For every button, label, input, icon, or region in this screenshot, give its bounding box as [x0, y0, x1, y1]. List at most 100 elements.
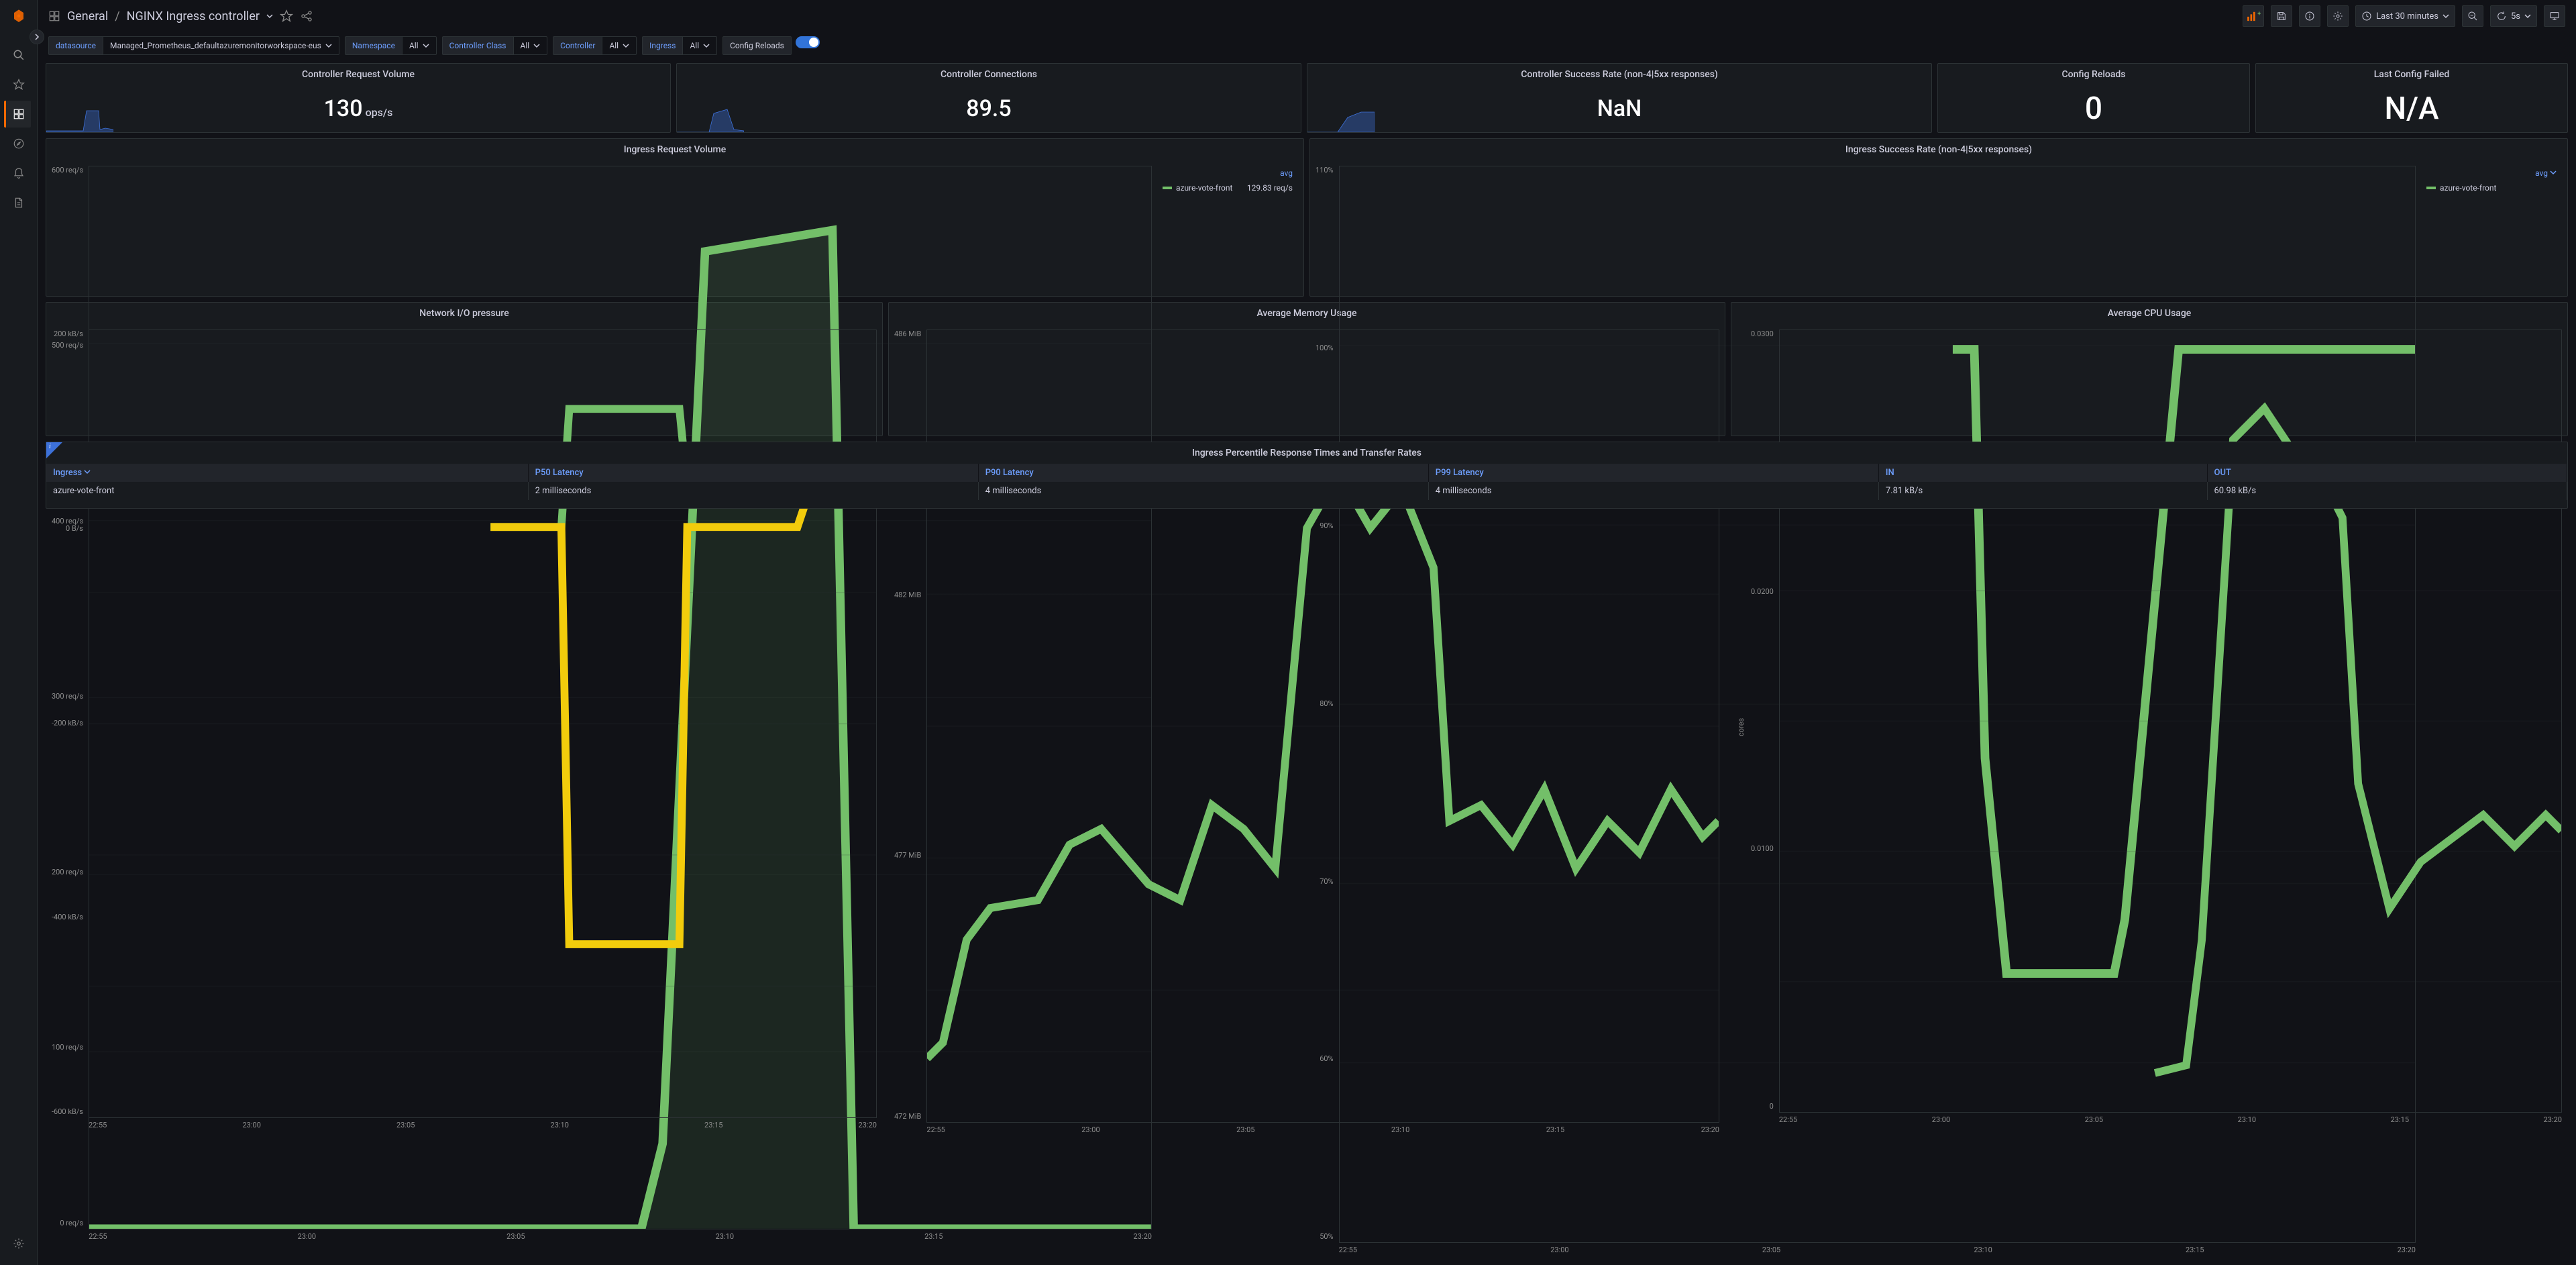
table-cell: 60.98 kB/s — [2207, 482, 2567, 500]
panel-last-failed: Last Config Failed N/A — [2255, 63, 2568, 133]
breadcrumb-sep: / — [115, 9, 119, 23]
refresh-interval: 5s — [2511, 11, 2520, 21]
dashboard-icon — [13, 108, 25, 120]
x-axis: 22:5523:0023:0523:1023:1523:20 — [89, 1229, 1152, 1241]
sparkline — [1307, 105, 1375, 132]
sidebar-item-starred[interactable] — [5, 71, 32, 98]
tv-mode-button[interactable] — [2544, 5, 2565, 27]
table-column-header[interactable]: IN — [1878, 464, 2207, 482]
save-icon — [2276, 11, 2287, 21]
grafana-logo[interactable] — [9, 8, 28, 27]
config-reloads-toggle[interactable] — [796, 36, 820, 48]
var-controller-label: Controller — [553, 36, 602, 55]
search-icon — [13, 49, 25, 61]
table-cell: 4 milliseconds — [978, 482, 1428, 500]
add-panel-button[interactable]: + — [2243, 5, 2264, 27]
chevron-down-icon — [325, 42, 332, 49]
monitor-icon — [2549, 11, 2560, 21]
time-picker[interactable]: Last 30 minutes — [2355, 5, 2455, 27]
legend-sort[interactable]: avg — [1157, 166, 1298, 181]
legend-swatch — [1163, 187, 1172, 189]
table-column-header[interactable]: P50 Latency — [528, 464, 978, 482]
variable-bar: datasource Managed_Prometheus_defaultazu… — [38, 32, 2576, 63]
svg-text:+: + — [2257, 11, 2261, 17]
x-axis: 22:5523:0023:0523:1023:1523:20 — [926, 1123, 1719, 1134]
gear-icon — [13, 1237, 25, 1250]
var-ingress-label: Ingress — [642, 36, 683, 55]
chevron-down-icon[interactable] — [266, 13, 273, 19]
var-config-reloads-label: Config Reloads — [722, 36, 792, 55]
table-column-header[interactable]: Ingress — [46, 464, 528, 482]
data-table: Ingress P50 LatencyP90 LatencyP99 Latenc… — [46, 464, 2567, 500]
breadcrumb-folder[interactable]: General — [67, 9, 108, 23]
panel-ingress-success-rate: Ingress Success Rate (non-4|5xx response… — [1309, 138, 2568, 297]
info-button[interactable] — [2299, 5, 2320, 27]
add-panel-icon: + — [2246, 11, 2261, 21]
star-icon[interactable] — [280, 9, 293, 23]
info-icon — [2304, 11, 2315, 21]
panel-title: Ingress Success Rate (non-4|5xx response… — [1310, 139, 2567, 160]
breadcrumb: General / NGINX Ingress controller — [67, 9, 273, 23]
y-axis-title: cores — [1737, 718, 1746, 736]
chevron-down-icon — [703, 42, 710, 49]
panel-connections: Controller Connections 89.5 — [676, 63, 1301, 133]
legend-item[interactable]: azure-vote-front — [2421, 181, 2562, 195]
var-namespace-value[interactable]: All — [402, 36, 437, 55]
legend-swatch — [2426, 187, 2436, 189]
stat-value: N/A — [2384, 91, 2438, 127]
chevron-down-icon — [2524, 13, 2531, 19]
panel-response-times: i Ingress Percentile Response Times and … — [46, 442, 2568, 509]
chevron-down-icon — [623, 42, 629, 49]
stat-value: 89.5 — [966, 95, 1011, 122]
save-button[interactable] — [2271, 5, 2292, 27]
sidebar-item-settings[interactable] — [5, 1230, 32, 1257]
compass-icon — [13, 138, 25, 150]
legend-sort[interactable]: avg — [2421, 166, 2562, 181]
table-cell: azure-vote-front — [46, 482, 528, 500]
zoom-out-icon — [2467, 11, 2478, 21]
x-axis: 22:5523:0023:0523:1023:1523:20 — [89, 1118, 877, 1129]
panel-title: Config Reloads — [1938, 64, 2249, 85]
table-row: azure-vote-front2 milliseconds4 millisec… — [46, 482, 2567, 500]
panel-config-reloads: Config Reloads 0 — [1937, 63, 2250, 133]
stat-value: 0 — [2085, 91, 2102, 127]
refresh-button[interactable]: 5s — [2490, 5, 2537, 27]
table-cell: 4 milliseconds — [1428, 482, 1878, 500]
table-column-header[interactable]: P90 Latency — [978, 464, 1428, 482]
sidebar-item-alerting[interactable] — [5, 160, 32, 187]
settings-button[interactable] — [2327, 5, 2349, 27]
share-icon[interactable] — [300, 9, 313, 23]
gear-icon — [2332, 11, 2343, 21]
zoom-out-button[interactable] — [2462, 5, 2483, 27]
panel-ingress-request-volume: Ingress Request Volume 600 req/s500 req/… — [46, 138, 1304, 297]
panel-success-rate: Controller Success Rate (non-4|5xx respo… — [1307, 63, 1932, 133]
info-i-icon: i — [49, 443, 51, 450]
var-controller-class-value[interactable]: All — [513, 36, 548, 55]
sidebar-item-explore[interactable] — [5, 130, 32, 157]
chevron-down-icon — [2550, 169, 2557, 176]
sidebar-item-search[interactable] — [5, 42, 32, 68]
legend-item[interactable]: azure-vote-front 129.83 req/s — [1157, 181, 1298, 195]
panel-title: Ingress Request Volume — [46, 139, 1303, 160]
table-column-header[interactable]: P99 Latency — [1428, 464, 1878, 482]
topbar: General / NGINX Ingress controller + — [38, 0, 2576, 32]
panel-request-volume: Controller Request Volume 130ops/s — [46, 63, 671, 133]
var-datasource-value[interactable]: Managed_Prometheus_defaultazuremonitorwo… — [103, 36, 339, 55]
var-controller-value[interactable]: All — [602, 36, 637, 55]
var-datasource-label: datasource — [48, 36, 103, 55]
x-axis: 22:5523:0023:0523:1023:1523:20 — [1779, 1113, 2562, 1124]
sparkline — [46, 105, 113, 132]
chevron-down-icon — [423, 42, 429, 49]
var-ingress-value[interactable]: All — [682, 36, 717, 55]
stat-value: NaN — [1597, 95, 1642, 122]
clock-icon — [2361, 11, 2372, 21]
expand-sidebar-button[interactable] — [30, 30, 44, 44]
refresh-icon — [2496, 11, 2507, 21]
table-column-header[interactable]: OUT — [2207, 464, 2567, 482]
dashboard-grid-icon — [48, 10, 60, 22]
sidebar-item-pages[interactable] — [5, 189, 32, 216]
panel-title: Ingress Percentile Response Times and Tr… — [46, 442, 2567, 464]
sidebar — [0, 0, 38, 1265]
table-cell: 7.81 kB/s — [1878, 482, 2207, 500]
sidebar-item-dashboards[interactable] — [4, 101, 31, 128]
